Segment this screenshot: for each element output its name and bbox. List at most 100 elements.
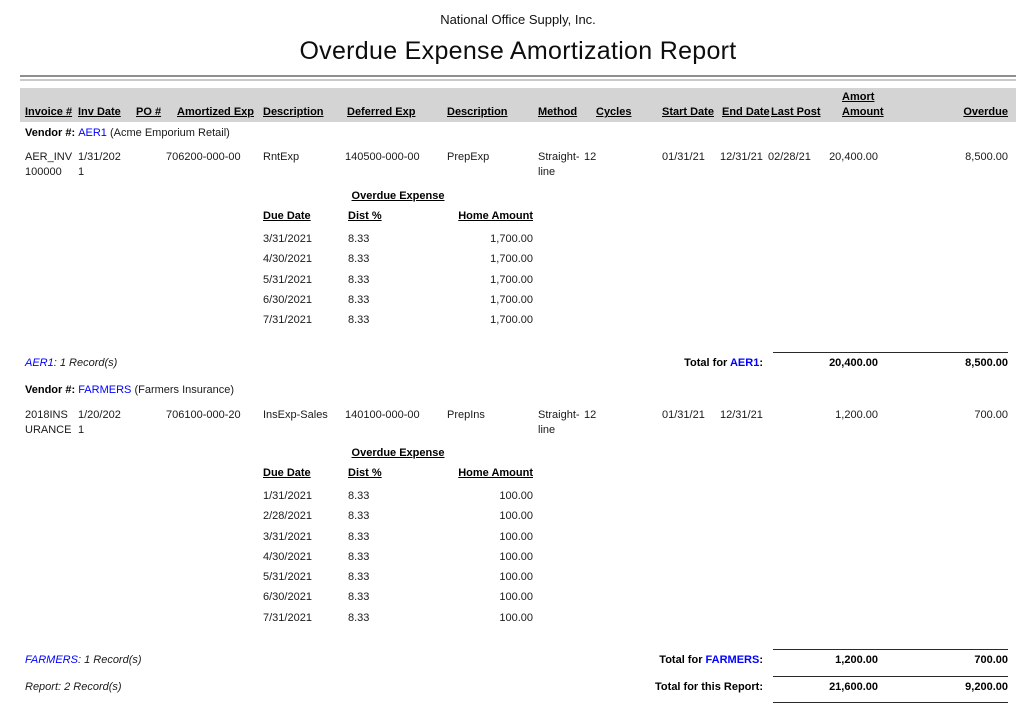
column-header-overdue: Overdue: [963, 106, 1008, 118]
schedule-home-amount: 100.00: [499, 591, 533, 604]
schedule-home-amount: 1,700.00: [490, 233, 533, 245]
schedule-home-amount: 100.00: [499, 550, 533, 563]
cell-method: Straight- line: [538, 409, 580, 436]
vendor-label: Vendor #:: [25, 384, 76, 396]
schedule-title: Overdue Expense: [351, 447, 445, 459]
cell-amort-amount: 1,200.00: [835, 409, 878, 421]
schedule-due-date: 5/31/2021: [263, 273, 312, 286]
vendor-id-link[interactable]: AER1: [25, 357, 54, 369]
vendor-header: Vendor #: AER1 (Acme Emporium Retail): [25, 126, 230, 141]
cell-cycles: 12: [584, 151, 597, 163]
cell-invoice: AER_INV 100000: [25, 151, 73, 178]
schedule-home-amount: 1,700.00: [490, 314, 533, 327]
schedule-dist-pct: 8.33: [348, 510, 370, 523]
vendor-record-count: AER1: 1 Record(s): [25, 357, 118, 369]
schedule-due-date: 6/30/2021: [263, 293, 312, 306]
vendor-id-link[interactable]: FARMERS: [25, 654, 78, 666]
cell-end-date: 12/31/21: [720, 151, 763, 163]
schedule-title: Overdue Expense: [351, 190, 445, 202]
schedule-home-amount: 100.00: [499, 510, 533, 523]
vendor-label: Vendor #:: [25, 127, 76, 139]
schedule-due-date: 3/31/2021: [263, 530, 312, 543]
schedule-row: 4/30/2021 8.33 100.00: [263, 550, 533, 570]
vendor-id-link[interactable]: AER1: [78, 127, 107, 139]
schedule-home-amount: 1,700.00: [490, 253, 533, 266]
schedule-due-date: 6/30/2021: [263, 591, 312, 604]
cell-start-date: 01/31/21: [662, 409, 705, 421]
schedule-home-amount: 100.00: [499, 490, 533, 502]
vendor-id-link[interactable]: FARMERS: [705, 654, 760, 666]
schedule-dist-pct: 8.33: [348, 591, 370, 604]
vendor-id-link[interactable]: AER1: [729, 357, 760, 369]
report-total-rule-top: [773, 676, 1008, 677]
report-total-overdue: 9,200.00: [965, 681, 1008, 693]
schedule-row: 1/31/2021 8.33 100.00: [263, 489, 533, 509]
schedule-row: 6/30/2021 8.33 1,700.00: [263, 293, 533, 313]
cell-start-date: 01/31/21: [662, 151, 705, 163]
vendor-name: (Acme Emporium Retail): [110, 127, 230, 139]
schedule-due-date: 3/31/2021: [263, 233, 312, 245]
schedule-dist-pct: 8.33: [348, 233, 370, 245]
column-header-last-post: Last Post: [771, 106, 821, 118]
column-header-invoice: Invoice #: [25, 106, 73, 118]
report-total-rule-bottom: [773, 702, 1008, 703]
vendor-total-overdue: 8,500.00: [965, 357, 1008, 369]
column-header-amortized-exp: Amortized Exp: [177, 106, 255, 118]
schedule-dist-pct: 8.33: [348, 273, 370, 286]
schedule-header-home-amount: Home Amount: [458, 467, 533, 479]
report-record-count: Report: 2 Record(s): [25, 681, 122, 693]
vendor-id-link[interactable]: FARMERS: [78, 384, 132, 396]
cell-overdue: 8,500.00: [965, 151, 1008, 163]
vendor-total-rule: [773, 649, 1008, 650]
schedule-header-dist-pct: Dist %: [348, 467, 382, 479]
cell-deferred-exp: 140100-000-00: [345, 409, 420, 421]
title-rule-light: [20, 79, 1016, 81]
schedule-rows: 3/31/2021 8.33 1,700.00 4/30/2021 8.33 1…: [263, 232, 533, 333]
vendor-total-label: Total for FARMERS:: [659, 654, 763, 666]
schedule-row: 7/31/2021 8.33 100.00: [263, 611, 533, 631]
table-header-bar: [20, 88, 1016, 122]
schedule-header-home-amount: Home Amount: [458, 210, 533, 222]
schedule-home-amount: 1,700.00: [490, 273, 533, 286]
vendor-header: Vendor #: FARMERS (Farmers Insurance): [25, 383, 234, 398]
cell-method: Straight- line: [538, 151, 580, 178]
report-total-label: Total for this Report:: [655, 681, 763, 693]
schedule-row: 7/31/2021 8.33 1,700.00: [263, 313, 533, 333]
schedule-due-date: 4/30/2021: [263, 550, 312, 563]
cell-inv-date: 1/20/202 1: [78, 409, 121, 436]
vendor-record-count: FARMERS: 1 Record(s): [25, 654, 142, 666]
schedule-row: 2/28/2021 8.33 100.00: [263, 509, 533, 529]
column-header-description-1: Description: [263, 106, 324, 118]
schedule-due-date: 7/31/2021: [263, 314, 312, 327]
schedule-due-date: 5/31/2021: [263, 571, 312, 584]
schedule-dist-pct: 8.33: [348, 314, 370, 327]
schedule-due-date: 7/31/2021: [263, 611, 312, 624]
column-header-deferred-exp: Deferred Exp: [347, 106, 416, 118]
schedule-header-due-date: Due Date: [263, 210, 311, 222]
schedule-home-amount: 100.00: [499, 530, 533, 543]
schedule-row: 3/31/2021 8.33 100.00: [263, 530, 533, 550]
schedule-row: 6/30/2021 8.33 100.00: [263, 590, 533, 610]
schedule-due-date: 4/30/2021: [263, 253, 312, 266]
schedule-dist-pct: 8.33: [348, 550, 370, 563]
report-title: Overdue Expense Amortization Report: [299, 37, 737, 65]
schedule-dist-pct: 8.33: [348, 611, 370, 624]
schedule-header-dist-pct: Dist %: [348, 210, 382, 222]
cell-amortized-exp: 706100-000-20: [166, 409, 241, 421]
cell-end-date: 12/31/21: [720, 409, 763, 421]
column-header-cycles: Cycles: [596, 106, 632, 118]
vendor-total-amort: 1,200.00: [835, 654, 878, 666]
company-name: National Office Supply, Inc.: [440, 12, 596, 27]
cell-description-2: PrepIns: [447, 409, 485, 421]
column-header-description-2: Description: [447, 106, 508, 118]
schedule-due-date: 2/28/2021: [263, 510, 312, 523]
vendor-total-rule: [773, 352, 1008, 353]
schedule-home-amount: 100.00: [499, 611, 533, 624]
cell-invoice: 2018INS URANCE: [25, 409, 72, 436]
column-header-start-date: Start Date: [662, 106, 714, 118]
vendor-total-overdue: 700.00: [974, 654, 1008, 666]
schedule-due-date: 1/31/2021: [263, 490, 312, 502]
cell-description-1: RntExp: [263, 151, 300, 163]
schedule-home-amount: 1,700.00: [490, 293, 533, 306]
